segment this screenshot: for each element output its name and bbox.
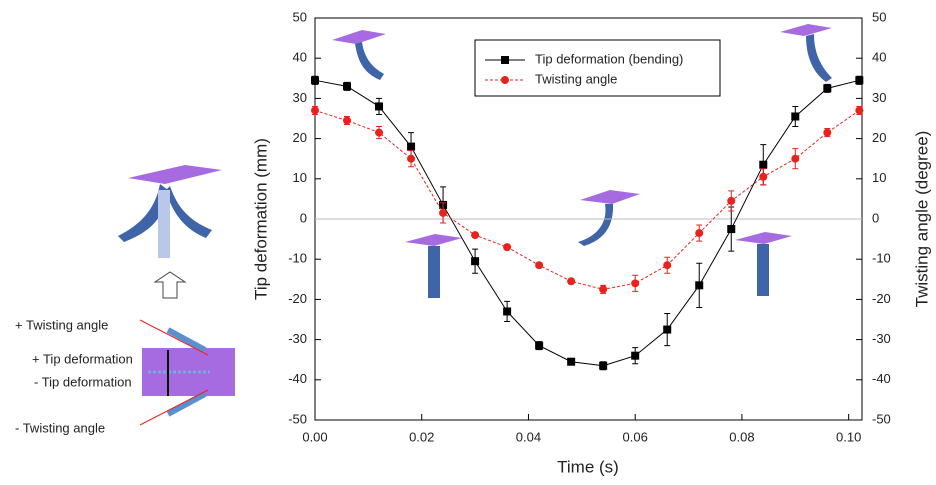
beam — [806, 34, 832, 82]
y-tick-label: -30 — [288, 331, 307, 346]
diagram-label: - Tip deformation — [34, 374, 132, 389]
arrow — [153, 271, 187, 299]
legend-marker — [501, 76, 509, 84]
y-tick-label: -10 — [288, 251, 307, 266]
marker — [759, 172, 768, 181]
y2-axis-label: Twisting angle (degree) — [912, 131, 931, 308]
series-line — [314, 109, 860, 290]
marker — [599, 285, 608, 294]
plate — [405, 234, 462, 246]
marker — [791, 154, 800, 163]
marker — [375, 128, 384, 137]
y-tick-label: 20 — [293, 130, 307, 145]
y2-tick-label: -50 — [872, 411, 891, 426]
marker — [535, 261, 544, 270]
y2-tick-label: 10 — [872, 170, 886, 185]
diagram: + Twisting angle + Tip deformation - Tip… — [15, 165, 235, 435]
y-tick-label: 50 — [293, 9, 307, 24]
x-tick-label: 0.10 — [836, 429, 861, 444]
marker — [407, 154, 416, 163]
plate — [735, 232, 792, 244]
marker — [823, 128, 832, 137]
plate — [128, 165, 222, 184]
marker — [567, 357, 576, 366]
x-axis-label: Time (s) — [557, 457, 619, 476]
marker — [503, 243, 512, 252]
marker — [631, 351, 640, 360]
marker — [727, 225, 736, 234]
insets — [332, 24, 832, 298]
beam — [355, 42, 384, 80]
marker — [695, 281, 704, 290]
marker — [823, 84, 832, 93]
y2-tick-label: 50 — [872, 9, 886, 24]
marker — [599, 361, 608, 370]
y-tick-label: -50 — [288, 411, 307, 426]
beam — [166, 391, 207, 417]
y2-tick-label: 40 — [872, 50, 886, 65]
diagram-label: - Twisting angle — [15, 420, 105, 435]
marker — [535, 341, 544, 350]
y-tick-label: 0 — [300, 210, 307, 225]
y2-tick-label: -20 — [872, 291, 891, 306]
x-tick-label: 0.02 — [409, 429, 434, 444]
y-tick-label: 10 — [293, 170, 307, 185]
marker — [695, 229, 704, 238]
y2-tick-label: 0 — [872, 210, 879, 225]
angle-line — [139, 319, 209, 356]
series-line — [314, 79, 860, 367]
x-tick-label: 0.00 — [302, 429, 327, 444]
beam — [166, 327, 207, 353]
marker — [375, 102, 384, 111]
marker — [855, 106, 864, 115]
beam — [428, 246, 440, 298]
legend-label: Twisting angle — [535, 71, 617, 86]
x-tick-label: 0.08 — [729, 429, 754, 444]
y2-tick-label: -10 — [872, 251, 891, 266]
marker — [343, 116, 352, 125]
diagram-label: + Tip deformation — [32, 351, 133, 366]
x-tick-label: 0.04 — [516, 429, 541, 444]
marker — [567, 277, 576, 286]
marker — [503, 307, 512, 316]
angle-line — [139, 389, 209, 426]
marker — [631, 279, 640, 288]
marker — [471, 231, 480, 240]
marker — [855, 76, 864, 85]
marker — [759, 160, 768, 169]
plate — [580, 190, 640, 204]
y-tick-label: 30 — [293, 90, 307, 105]
marker — [727, 196, 736, 205]
beam — [158, 190, 170, 258]
y-tick-label: -40 — [288, 371, 307, 386]
marker — [663, 325, 672, 334]
marker — [343, 82, 352, 91]
diagram-label: + Twisting angle — [15, 317, 108, 332]
y2-tick-label: -30 — [872, 331, 891, 346]
marker — [407, 142, 416, 151]
legend — [474, 39, 721, 97]
legend-label: Tip deformation (bending) — [535, 51, 683, 66]
marker — [439, 208, 448, 217]
marker — [663, 261, 672, 270]
beam — [166, 186, 212, 238]
beam — [757, 244, 769, 296]
y2-tick-label: 20 — [872, 130, 886, 145]
legend-marker — [501, 56, 509, 64]
beam — [578, 204, 614, 246]
plate — [780, 24, 832, 36]
plate — [332, 30, 386, 44]
marker — [791, 112, 800, 121]
x-tick-label: 0.06 — [623, 429, 648, 444]
y2-tick-label: 30 — [872, 90, 886, 105]
marker — [311, 76, 319, 85]
marker — [311, 106, 319, 115]
y-axis-label: Tip deformation (mm) — [251, 138, 270, 300]
marker — [471, 257, 480, 266]
y-tick-label: 40 — [293, 50, 307, 65]
y-tick-label: -20 — [288, 291, 307, 306]
y2-tick-label: -40 — [872, 371, 891, 386]
